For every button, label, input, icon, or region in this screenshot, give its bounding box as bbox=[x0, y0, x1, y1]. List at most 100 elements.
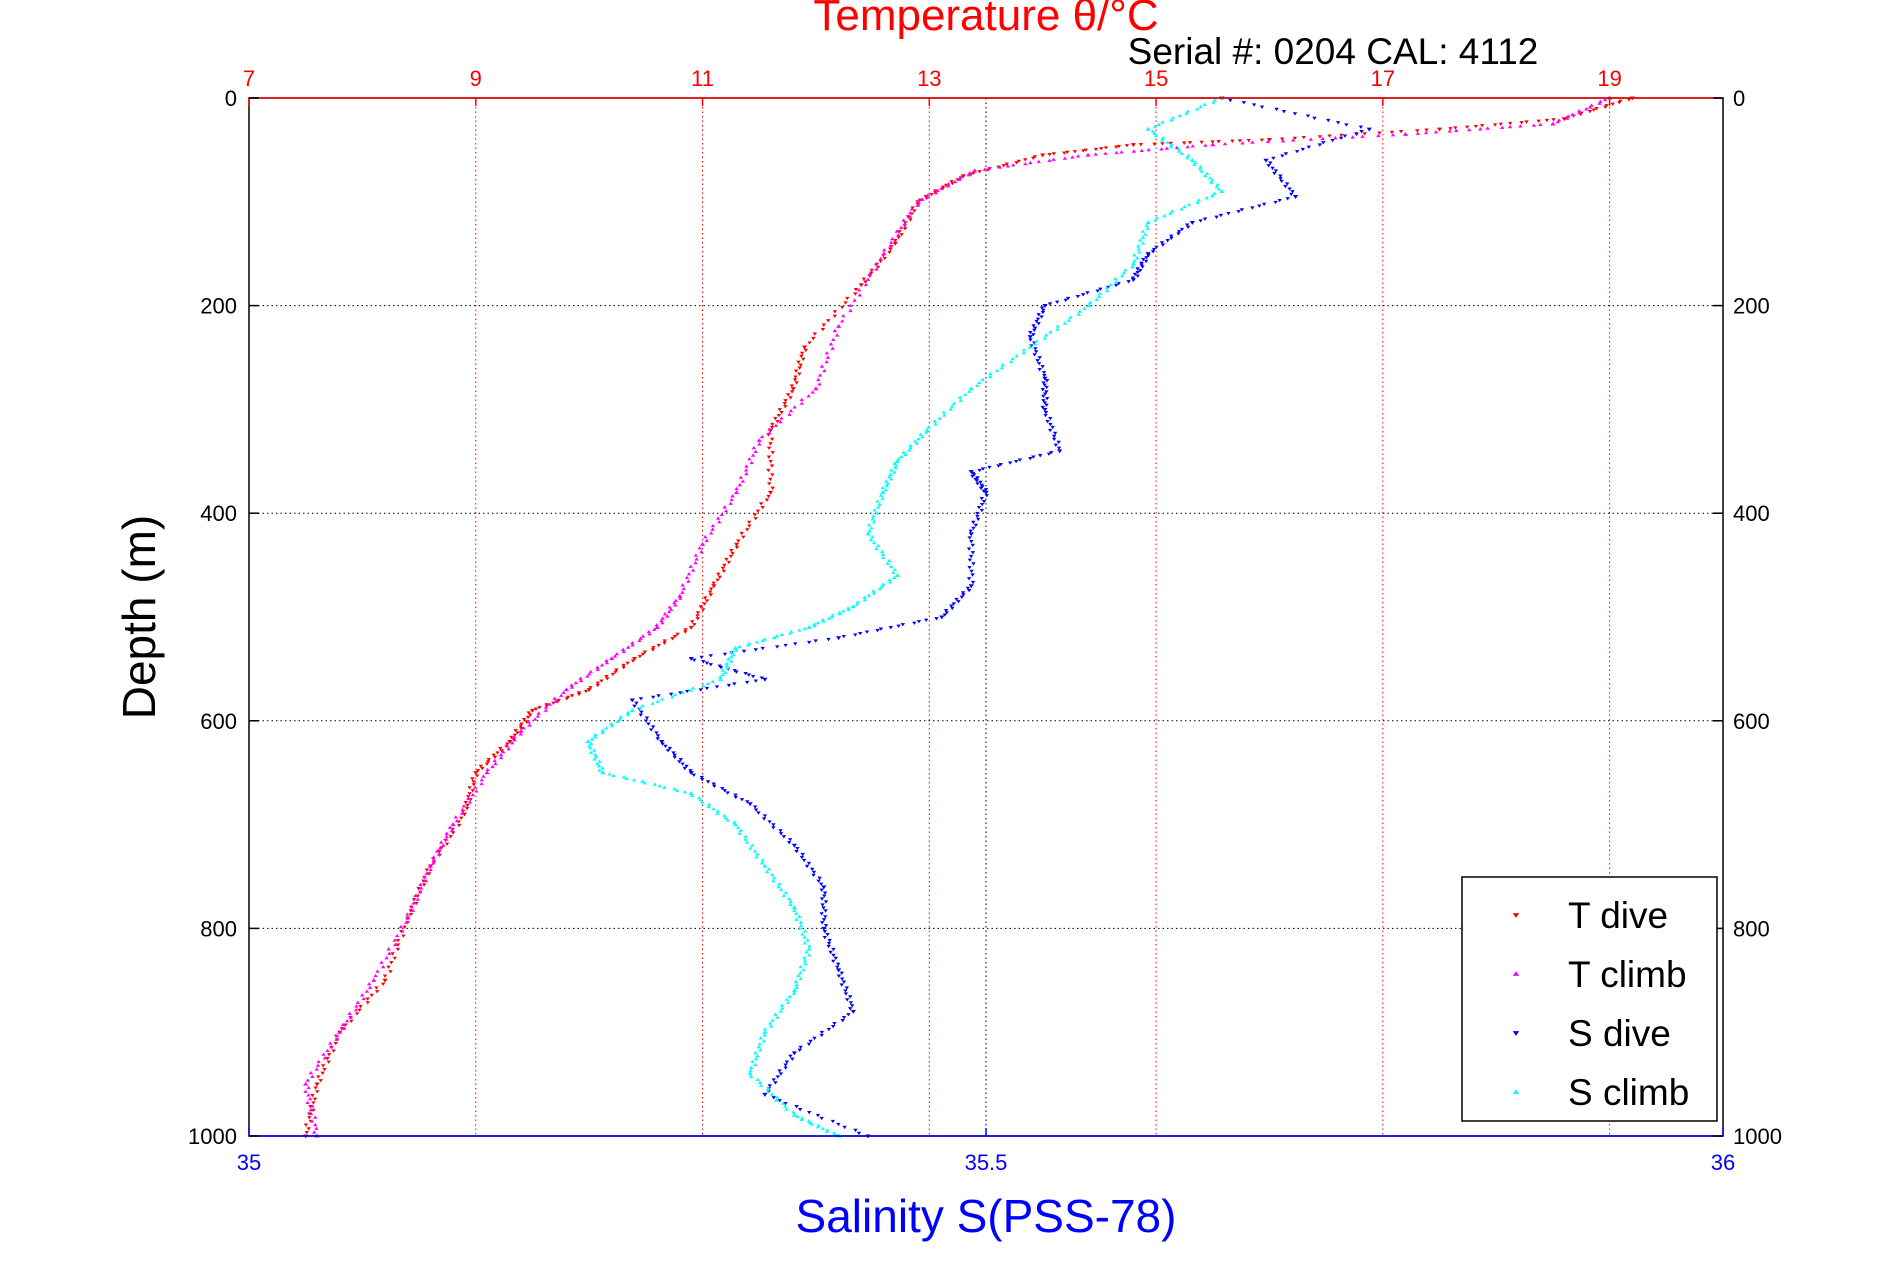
point-s-dive bbox=[711, 782, 716, 786]
point-s-climb bbox=[876, 543, 881, 548]
point-t-dive bbox=[315, 1090, 320, 1094]
point-s-dive bbox=[688, 656, 694, 661]
point-t-climb bbox=[552, 696, 557, 700]
chart-title: Temperature θ/°C bbox=[813, 0, 1158, 40]
point-t-climb bbox=[438, 840, 444, 844]
point-t-dive bbox=[724, 557, 729, 562]
point-t-dive bbox=[733, 542, 740, 547]
point-t-climb bbox=[490, 764, 495, 769]
point-t-climb bbox=[620, 647, 626, 651]
point-s-climb bbox=[758, 1083, 764, 1087]
point-s-dive bbox=[1042, 407, 1048, 412]
point-s-dive bbox=[1042, 383, 1047, 387]
point-s-climb bbox=[883, 479, 889, 483]
point-t-dive bbox=[700, 608, 706, 612]
point-s-climb bbox=[889, 468, 894, 472]
point-s-climb bbox=[1212, 98, 1218, 102]
point-s-climb bbox=[924, 427, 930, 432]
point-t-dive bbox=[707, 590, 713, 594]
point-s-climb bbox=[1210, 193, 1215, 198]
point-s-dive bbox=[1366, 127, 1372, 132]
point-t-dive bbox=[1168, 141, 1174, 146]
point-t-dive bbox=[518, 724, 523, 728]
point-t-climb bbox=[704, 538, 709, 542]
point-s-dive bbox=[632, 704, 637, 708]
point-s-climb bbox=[1179, 151, 1184, 155]
point-t-climb bbox=[659, 618, 664, 623]
point-s-dive bbox=[1306, 145, 1312, 149]
point-t-dive bbox=[1030, 156, 1036, 161]
point-t-dive bbox=[770, 451, 775, 455]
point-s-climb bbox=[787, 631, 793, 635]
point-t-climb bbox=[1103, 151, 1108, 155]
point-t-dive bbox=[1626, 98, 1632, 102]
point-t-dive bbox=[526, 711, 531, 715]
point-t-climb bbox=[1203, 143, 1208, 147]
point-s-climb bbox=[801, 967, 806, 972]
point-t-dive bbox=[730, 551, 735, 556]
point-t-dive bbox=[798, 363, 803, 367]
point-s-dive bbox=[1140, 265, 1145, 269]
point-t-climb bbox=[946, 184, 951, 188]
point-s-dive bbox=[1278, 177, 1283, 181]
point-s-dive bbox=[1048, 422, 1053, 427]
point-s-climb bbox=[782, 1104, 788, 1108]
point-s-climb bbox=[754, 640, 760, 644]
point-t-climb bbox=[915, 203, 920, 207]
point-t-climb bbox=[787, 412, 792, 416]
point-t-climb bbox=[779, 416, 784, 420]
point-t-dive bbox=[720, 566, 726, 571]
point-s-dive bbox=[1344, 123, 1349, 127]
point-s-dive bbox=[1047, 302, 1053, 306]
point-s-dive bbox=[857, 631, 863, 636]
point-s-dive bbox=[970, 474, 975, 479]
point-s-climb bbox=[1136, 250, 1142, 254]
point-t-dive bbox=[896, 236, 901, 240]
point-t-climb bbox=[1597, 101, 1602, 105]
point-t-climb bbox=[1576, 110, 1582, 115]
point-s-dive bbox=[667, 746, 673, 751]
point-s-dive bbox=[1051, 434, 1057, 439]
tick-label-temperature: 15 bbox=[1144, 66, 1168, 91]
point-s-climb bbox=[597, 759, 602, 763]
tick-label-depth-left: 600 bbox=[200, 709, 237, 734]
point-t-climb bbox=[788, 408, 794, 413]
point-s-climb bbox=[611, 773, 616, 777]
point-s-climb bbox=[1096, 294, 1102, 299]
point-t-dive bbox=[1016, 159, 1022, 164]
point-t-climb bbox=[500, 749, 506, 754]
point-s-climb bbox=[1145, 126, 1151, 131]
point-t-dive bbox=[783, 405, 788, 409]
point-t-climb bbox=[753, 449, 758, 453]
point-t-dive bbox=[450, 831, 456, 835]
point-s-dive bbox=[708, 663, 713, 667]
point-s-dive bbox=[726, 683, 732, 688]
point-s-climb bbox=[871, 591, 877, 595]
point-s-dive bbox=[788, 1054, 793, 1058]
point-s-climb bbox=[1066, 318, 1071, 322]
point-s-climb bbox=[825, 1128, 830, 1132]
point-s-climb bbox=[691, 686, 696, 690]
point-s-climb bbox=[879, 584, 885, 588]
point-t-dive bbox=[766, 446, 772, 450]
point-t-dive bbox=[662, 641, 667, 645]
point-t-climb bbox=[688, 564, 693, 568]
point-s-climb bbox=[988, 371, 993, 376]
point-t-dive bbox=[513, 729, 518, 733]
point-s-dive bbox=[771, 1096, 776, 1100]
point-s-climb bbox=[779, 632, 785, 637]
point-s-dive bbox=[778, 829, 783, 833]
point-s-dive bbox=[811, 873, 816, 877]
point-t-dive bbox=[303, 1123, 309, 1127]
point-s-climb bbox=[1204, 171, 1210, 175]
point-t-dive bbox=[599, 679, 604, 683]
point-s-dive bbox=[1146, 254, 1151, 258]
point-s-climb bbox=[949, 404, 955, 408]
point-s-dive bbox=[1043, 411, 1049, 415]
point-s-climb bbox=[608, 721, 614, 726]
point-t-climb bbox=[1531, 123, 1537, 127]
point-s-climb bbox=[1113, 276, 1118, 281]
point-t-dive bbox=[354, 1012, 360, 1016]
point-t-dive bbox=[498, 746, 503, 751]
point-s-climb bbox=[802, 956, 807, 960]
